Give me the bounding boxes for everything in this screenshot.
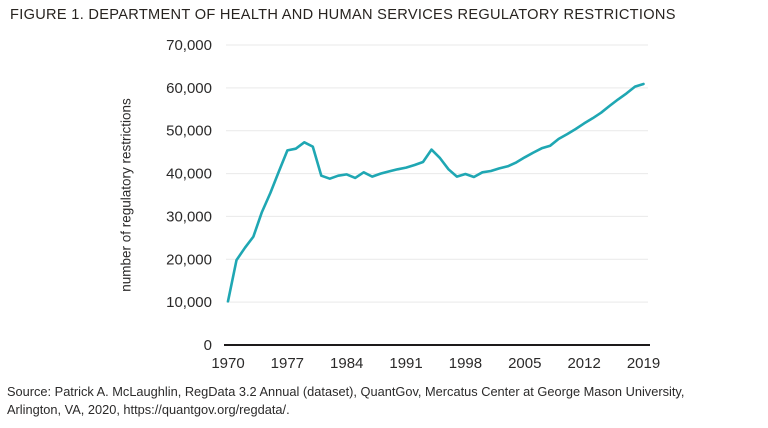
- x-tick-label: 2012: [567, 355, 600, 372]
- y-tick-label: 30,000: [166, 208, 212, 225]
- data-line: [226, 82, 645, 303]
- source-citation: Source: Patrick A. McLaughlin, RegData 3…: [7, 383, 767, 419]
- x-tick-label: 1998: [449, 355, 482, 372]
- x-tick-label: 1977: [271, 355, 304, 372]
- y-tick-label: 70,000: [166, 37, 212, 54]
- y-tick-label: 0: [204, 337, 212, 354]
- y-tick-label: 20,000: [166, 251, 212, 268]
- x-tick-label: 1970: [211, 355, 244, 372]
- y-tick-labels: 0 10,000 20,000 30,000 40,000 50,000 60,000 70,…: [166, 37, 212, 354]
- y-tick-label: 50,000: [166, 123, 212, 140]
- x-tick-label: 1984: [330, 355, 363, 372]
- source-line-1: Source: Patrick A. McLaughlin, RegData 3…: [7, 384, 685, 399]
- x-tick-label: 2005: [508, 355, 541, 372]
- source-line-2: Arlington, VA, 2020, https://quantgov.or…: [7, 402, 290, 417]
- x-tick-label: 2019: [627, 355, 660, 372]
- y-tick-label: 40,000: [166, 166, 212, 183]
- x-tick-labels: 1970 1977 1984 1991 1998 2005 2012 2019: [211, 355, 660, 372]
- figure-title: FIGURE 1. DEPARTMENT OF HEALTH AND HUMAN…: [10, 7, 676, 23]
- y-tick-label: 60,000: [166, 80, 212, 97]
- y-gridlines: [226, 44, 648, 303]
- x-tick-label: 1991: [389, 355, 422, 372]
- y-tick-label: 10,000: [166, 294, 212, 311]
